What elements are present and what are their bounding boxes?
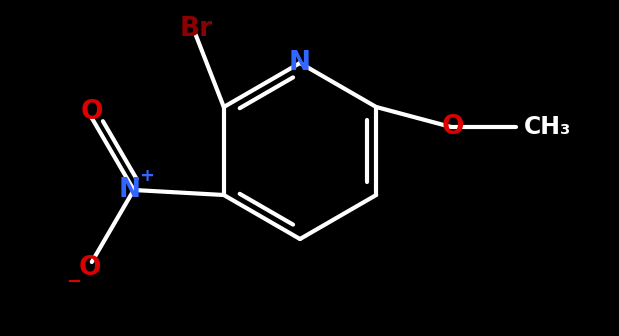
Text: −: − xyxy=(66,273,81,291)
Text: N: N xyxy=(119,177,141,203)
Text: O: O xyxy=(442,114,464,140)
Text: Br: Br xyxy=(180,16,212,42)
Text: O: O xyxy=(79,255,101,281)
Text: CH₃: CH₃ xyxy=(524,115,571,139)
Text: +: + xyxy=(139,167,154,185)
Text: O: O xyxy=(80,99,103,125)
Text: N: N xyxy=(289,50,311,76)
